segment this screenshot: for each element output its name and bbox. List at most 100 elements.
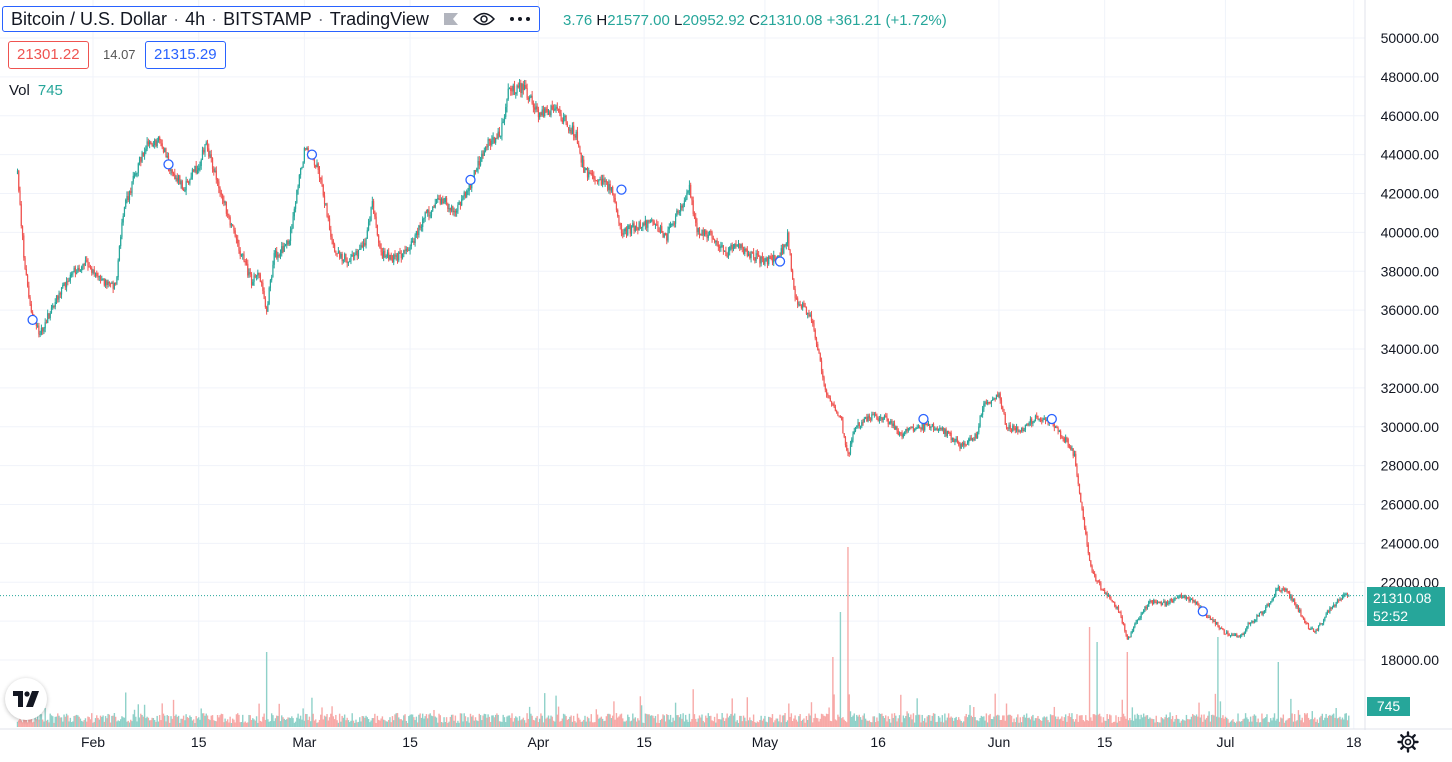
- candle-body: [128, 191, 131, 201]
- volume-bar: [1034, 718, 1037, 727]
- volume-bar: [20, 720, 22, 727]
- event-marker[interactable]: [163, 159, 174, 170]
- candle-body: [292, 216, 294, 229]
- candle-body: [380, 247, 382, 253]
- volume-bar: [897, 718, 899, 727]
- candle-body: [483, 150, 485, 156]
- event-marker[interactable]: [774, 256, 786, 267]
- candle-body: [965, 444, 967, 446]
- tradingview-logo-icon[interactable]: [5, 678, 47, 720]
- volume-bar: [734, 713, 736, 727]
- candle-body: [1234, 634, 1237, 636]
- candle-body: [696, 222, 698, 233]
- volume-bar: [79, 718, 82, 727]
- candle-body: [252, 281, 254, 286]
- volume-bar: [312, 713, 314, 727]
- volume-bar: [744, 717, 746, 727]
- ohlc-high-label: H: [596, 12, 608, 29]
- event-marker[interactable]: [27, 314, 38, 325]
- volume-bar: [619, 714, 621, 727]
- candle-body: [739, 244, 741, 249]
- symbol-legend[interactable]: Bitcoin / U.S. Dollar · 4h · BITSTAMP · …: [2, 6, 540, 32]
- volume-bar: [1322, 720, 1325, 727]
- volume-bar: [988, 715, 990, 727]
- event-marker[interactable]: [306, 149, 318, 160]
- volume-bar: [861, 719, 863, 727]
- sell-button[interactable]: 21301.22: [8, 41, 89, 69]
- candle-body: [341, 253, 343, 262]
- flag-icon[interactable]: [443, 12, 459, 26]
- volume-bar: [1222, 715, 1224, 727]
- volume-bar: [342, 717, 345, 727]
- price-axis[interactable]: 18000.0020000.0022000.0024000.0026000.00…: [1381, 30, 1440, 668]
- volume-bar: [1237, 713, 1239, 727]
- candle-body: [72, 272, 74, 275]
- candle-body: [1054, 426, 1057, 428]
- candle-body: [1345, 594, 1347, 596]
- volume-bar: [960, 720, 962, 727]
- candle-body: [1080, 493, 1082, 503]
- volume-bar: [437, 722, 439, 727]
- event-marker[interactable]: [465, 174, 476, 186]
- volume-bar: [443, 717, 445, 727]
- candle-body: [536, 106, 538, 110]
- candle-body: [998, 393, 1000, 397]
- event-marker[interactable]: [1197, 606, 1208, 617]
- volume-bar: [951, 717, 954, 727]
- eye-icon[interactable]: [472, 12, 495, 26]
- volume-bar: [132, 714, 134, 727]
- candle-body: [1019, 430, 1021, 432]
- candle-body: [1289, 592, 1291, 599]
- candle-body: [1061, 436, 1063, 438]
- volume-bar: [1014, 722, 1017, 727]
- volume-bar: [746, 697, 749, 727]
- event-marker[interactable]: [918, 413, 929, 425]
- volume-bar: [807, 719, 809, 727]
- volume-bar: [208, 719, 210, 727]
- event-marker[interactable]: [1046, 413, 1057, 425]
- volume-bar: [192, 719, 195, 727]
- candle-body: [1042, 419, 1044, 422]
- event-marker[interactable]: [616, 184, 627, 195]
- candle-body: [116, 277, 118, 284]
- volume-bar: [662, 714, 664, 727]
- candle-body: [318, 170, 321, 178]
- candle-body: [805, 306, 808, 315]
- volume-bar: [1003, 715, 1005, 727]
- candle-body: [614, 197, 616, 204]
- volume-bar: [103, 721, 106, 727]
- candle-body: [76, 272, 78, 274]
- volume-bar: [308, 716, 311, 727]
- buy-button[interactable]: 21315.29: [145, 41, 226, 69]
- volume-bar: [1327, 715, 1330, 727]
- gear-icon[interactable]: [1397, 731, 1419, 753]
- candle-body: [1175, 598, 1177, 600]
- volume-bar: [1171, 715, 1174, 727]
- candle-body: [49, 313, 51, 319]
- volume-bar: [1223, 718, 1225, 727]
- candle-body: [1340, 599, 1342, 601]
- volume-bar: [364, 717, 366, 727]
- candle-body: [316, 163, 318, 168]
- candle-body: [372, 201, 375, 214]
- volume-legend[interactable]: Vol 745: [9, 82, 63, 99]
- volume-bar: [433, 709, 435, 727]
- volume-bar: [764, 715, 766, 727]
- volume-bar: [1200, 714, 1203, 727]
- candle-body: [131, 181, 133, 193]
- volume-bar: [459, 713, 462, 727]
- candle-body: [1127, 636, 1130, 639]
- candle-body: [966, 442, 969, 445]
- x-tick-label: 15: [191, 734, 207, 750]
- candle-body: [1146, 606, 1149, 609]
- time-axis[interactable]: Feb 15 Mar 15 Apr 15 May 16 Jun 15 Jul 18: [81, 734, 1362, 750]
- volume-bar: [425, 714, 428, 727]
- more-icon[interactable]: [509, 16, 531, 22]
- volume-bar: [104, 716, 107, 727]
- volume-bar: [1261, 713, 1263, 727]
- volume-bar: [28, 713, 30, 727]
- candle-body: [1253, 620, 1255, 623]
- volume-bar: [1331, 714, 1334, 727]
- volume-bar: [152, 717, 155, 727]
